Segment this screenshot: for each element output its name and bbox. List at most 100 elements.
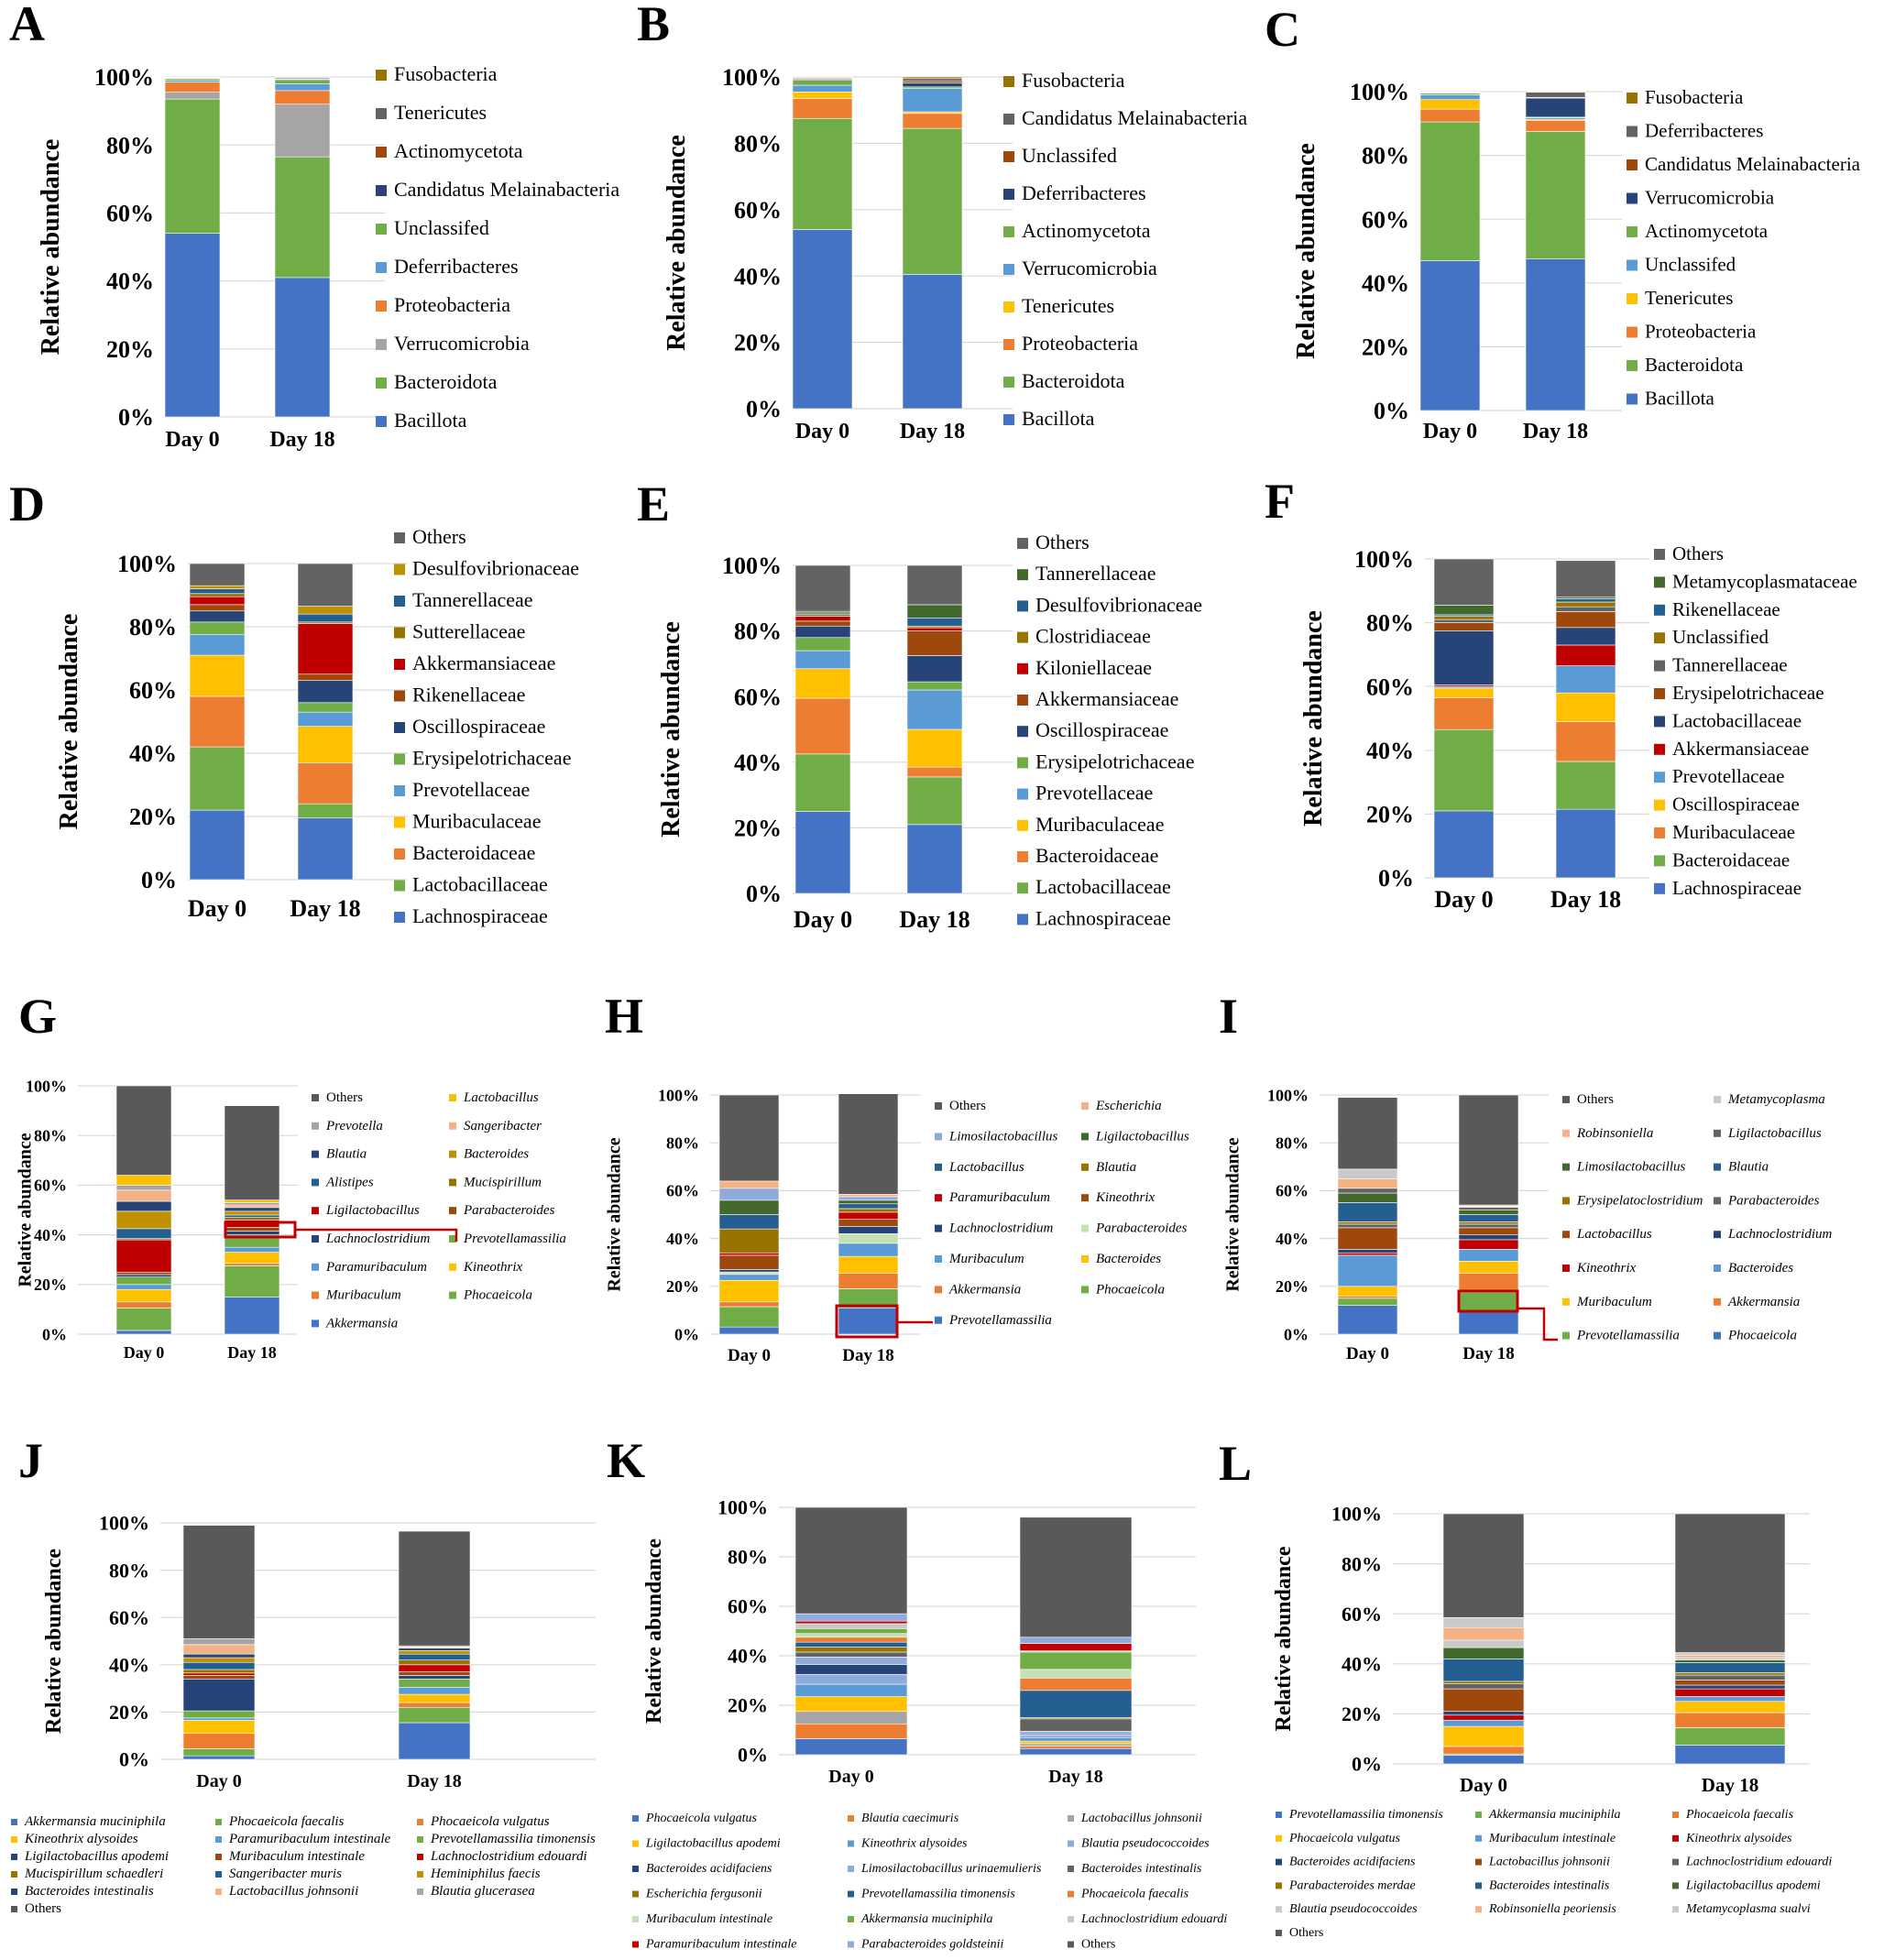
bar-segment-blautia-day-0 — [1337, 1202, 1398, 1222]
bar-segment-akkermansiaceae-day-0 — [189, 596, 246, 606]
bar-segment-others-day-0 — [794, 1506, 908, 1615]
bar-segment-phocaeicola-faecalis-day-18 — [398, 1706, 471, 1724]
y-tick-label: 20% — [106, 336, 154, 363]
bar-segment-escherichia-fergusonii-day-0 — [794, 1647, 908, 1653]
bar-segment-bacteroidaceae-day-18 — [297, 762, 354, 805]
bar-segment-akkermansia-day-18 — [1458, 1273, 1519, 1293]
legend-swatch — [376, 70, 387, 81]
legend-swatch — [1475, 1906, 1482, 1913]
legend-label-unclassifed: Unclassifed — [1645, 254, 1736, 276]
y-tick-label: 40% — [34, 1226, 67, 1244]
bar-segment-muribaculum-day-18 — [224, 1263, 280, 1266]
bar-segment-tannerellaceae-day-0 — [189, 588, 246, 595]
bar-segment-fusobacteria-day-18 — [1525, 91, 1586, 93]
bar-segment-unclassifed-day-18 — [274, 80, 331, 84]
legend-label-lactobacillus-johnsonii: Lactobacillus johnsonii — [1080, 1812, 1202, 1825]
bar-segment-prevotellamassilia-day-0 — [1337, 1298, 1398, 1306]
legend-label-bacteroides: Bacteroides — [1728, 1261, 1793, 1276]
bar-segment-phocaeicola-vulgatus-day-18 — [1019, 1747, 1133, 1756]
legend-swatch — [1068, 1941, 1074, 1948]
legend-label-ligilactobacillus-apodemi: Ligilactobacillus apodemi — [645, 1837, 781, 1851]
legend-swatch — [394, 785, 405, 796]
legend-swatch — [1017, 662, 1028, 674]
bar-segment-verrucomicrobia-day-0 — [792, 84, 853, 93]
legend-label-others: Others — [25, 1901, 61, 1916]
x-category-label: Day 18 — [269, 428, 334, 452]
legend-swatch — [1654, 882, 1665, 894]
legend-swatch — [1003, 189, 1014, 200]
y-axis-label: Relative abundance — [1223, 1137, 1243, 1291]
bar-segment-ligilactobacillus-day-0 — [115, 1239, 172, 1273]
bar-segment-bacteroides-intestinalis-day-18 — [1674, 1662, 1786, 1673]
bar-segment-akkermansiaceae-day-18 — [906, 630, 963, 656]
x-category-label: Day 0 — [124, 1343, 165, 1362]
legend-swatch — [1276, 1882, 1282, 1889]
bar-segment-lachnospiraceae-day-18 — [297, 817, 354, 881]
bar-segment-parabacteroides-merdae-day-18 — [1674, 1672, 1786, 1676]
bar-segment-lactobacillus-day-0 — [1337, 1227, 1398, 1250]
y-tick-label: 0% — [1284, 1325, 1309, 1343]
bar-segment-lactobacillus-day-18 — [224, 1199, 280, 1203]
bar-segment-kineothrix-alysoides-day-0 — [1442, 1714, 1525, 1721]
bar-segment-lactobacillaceae-day-0 — [794, 753, 851, 812]
legend-swatch — [1276, 1858, 1282, 1866]
legend-label-lachnospiraceae: Lachnospiraceae — [1672, 877, 1802, 899]
legend-swatch — [449, 1178, 456, 1187]
panel-b: B 0% 20% 40% 60% 80% 100% Relative abundance Day… — [637, 0, 1247, 443]
bar-segment-prevotellamassilia-day-0 — [115, 1276, 172, 1286]
bar-segment-lactobacillus-johnsonii-day-18 — [1674, 1680, 1786, 1686]
legend-label-lactobacillus-johnsonii: Lactobacillus johnsonii — [1488, 1856, 1610, 1869]
legend-label-phocaeicola-faecalis: Phocaeicola faecalis — [228, 1814, 345, 1829]
bar-segment-limosilactobacillus-urinaemulieris-day-18 — [1019, 1731, 1133, 1735]
bar-segment-bacteroidota-day-0 — [1419, 121, 1481, 261]
bar-segment-akkermansiaceae-day-18 — [297, 623, 354, 675]
bar-segment-metamycoplasma-sualvi-day-0 — [1442, 1616, 1525, 1628]
bar-segment-rikenellaceae-day-18 — [1555, 598, 1616, 603]
bar-segment-paramuribaculum-day-0 — [115, 1284, 172, 1290]
legend-swatch — [312, 1319, 319, 1328]
legend-label-blautia: Blautia — [1728, 1160, 1769, 1175]
bar-segment-others-day-18 — [1674, 1513, 1786, 1653]
legend-swatch — [1562, 1129, 1570, 1137]
y-tick-label: 40% — [1276, 1230, 1309, 1248]
bar-segment-paramuribaculum-intestinale-day-0 — [182, 1717, 256, 1721]
bar-segment-akkermansiaceae-day-0 — [794, 620, 851, 627]
legend-label-ligilactobacillus-apodemi: Ligilactobacillus apodemi — [1685, 1878, 1821, 1892]
bar-segment-others-day-18 — [1458, 1094, 1519, 1206]
legend-swatch — [449, 1207, 456, 1215]
legend-label-lactobacillaceae: Lactobacillaceae — [1672, 709, 1802, 731]
bar-segment-desulfovibrionaceae-day-18 — [906, 617, 963, 627]
legend-swatch — [1562, 1096, 1570, 1103]
legend-label-akkermansiaceae: Akkermansiaceae — [1672, 738, 1809, 760]
bar-segment-lachnoclostridium-day-18 — [224, 1231, 280, 1235]
legend-swatch — [1627, 159, 1638, 170]
legend-label-prevotellamassilia: Prevotellamassilia — [1576, 1329, 1680, 1343]
bar-segment-mucispirillum-schaedleri-day-18 — [398, 1659, 471, 1666]
legend-swatch — [376, 378, 387, 389]
panel-l: L 0% 20% 40% 60% 80% 100% Relative abundance Day… — [1219, 1436, 1832, 1940]
legend-label-metamycoplasma-sualvi: Metamycoplasma sualvi — [1685, 1902, 1811, 1916]
legend-label-parabacteroides: Parabacteroides — [1095, 1221, 1188, 1236]
callout-g — [224, 1221, 458, 1242]
bar-segment-metamycoplasma-sualvi-day-18 — [1674, 1652, 1786, 1656]
bar-segment-parabacteroides-day-18 — [1458, 1223, 1519, 1229]
bar-segment-prevotellamassilia-timonensis-day-0 — [1442, 1755, 1525, 1765]
bar-segment-limosilactobacillus-day-0 — [718, 1188, 780, 1201]
x-category-label: Day 18 — [227, 1343, 277, 1362]
bar-segment-phocaeicola-vulgatus-day-0 — [1442, 1725, 1525, 1747]
legend-swatch — [1627, 326, 1638, 338]
legend-label-desulfovibrionaceae: Desulfovibrionaceae — [1035, 593, 1202, 616]
legend-swatch — [312, 1122, 319, 1130]
legend-label-lactobacillus-johnsonii: Lactobacillus johnsonii — [228, 1884, 358, 1899]
bar-segment-lachnospiraceae-day-18 — [1555, 808, 1616, 879]
legend-label-proteobacteria: Proteobacteria — [1022, 332, 1138, 355]
y-tick-label: 20% — [666, 1277, 699, 1296]
bar-segment-bacteroides-day-0 — [718, 1279, 780, 1303]
legend-label-verrucomicrobia: Verrucomicrobia — [394, 332, 530, 355]
legend-label-others: Others — [1081, 1938, 1115, 1952]
bar-segment-paramuribaculum-day-18 — [838, 1211, 899, 1221]
bar-segment-akkermansia-day-18 — [838, 1273, 899, 1289]
x-category-label: Day 18 — [1462, 1344, 1514, 1363]
legend-swatch — [935, 1255, 942, 1263]
bar-segment-blautia-day-18 — [1458, 1214, 1519, 1222]
